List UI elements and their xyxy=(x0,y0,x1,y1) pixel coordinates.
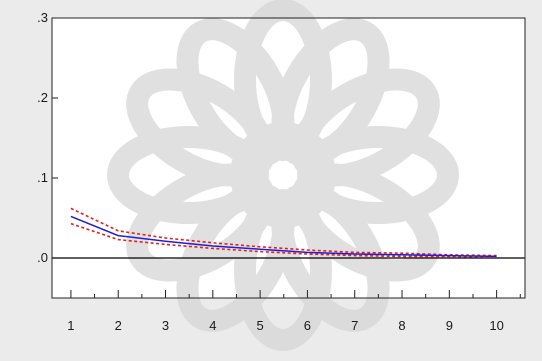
y-tick-label: .1 xyxy=(37,170,48,185)
x-tick-label: 5 xyxy=(257,318,264,333)
series-line-lower-band xyxy=(70,222,497,258)
plot-frame xyxy=(51,17,526,299)
x-tick-label: 1 xyxy=(67,318,74,333)
x-tick-label: 10 xyxy=(489,318,503,333)
axes: .3 .2 .1 .0 1 2 3 4 5 6 7 8 9 10 xyxy=(37,10,525,333)
x-tick-label: 3 xyxy=(162,318,169,333)
y-tick-label: .3 xyxy=(37,10,48,25)
x-tick-label: 9 xyxy=(446,318,453,333)
series-group xyxy=(70,207,497,258)
x-tick-label: 4 xyxy=(209,318,216,333)
y-tick-label: .0 xyxy=(37,250,48,265)
x-tick-label: 8 xyxy=(398,318,405,333)
y-tick-label: .2 xyxy=(37,90,48,105)
x-tick-label: 2 xyxy=(115,318,122,333)
x-tick-label: 6 xyxy=(304,318,311,333)
x-tick-label: 7 xyxy=(351,318,358,333)
series-line-response xyxy=(70,215,497,258)
